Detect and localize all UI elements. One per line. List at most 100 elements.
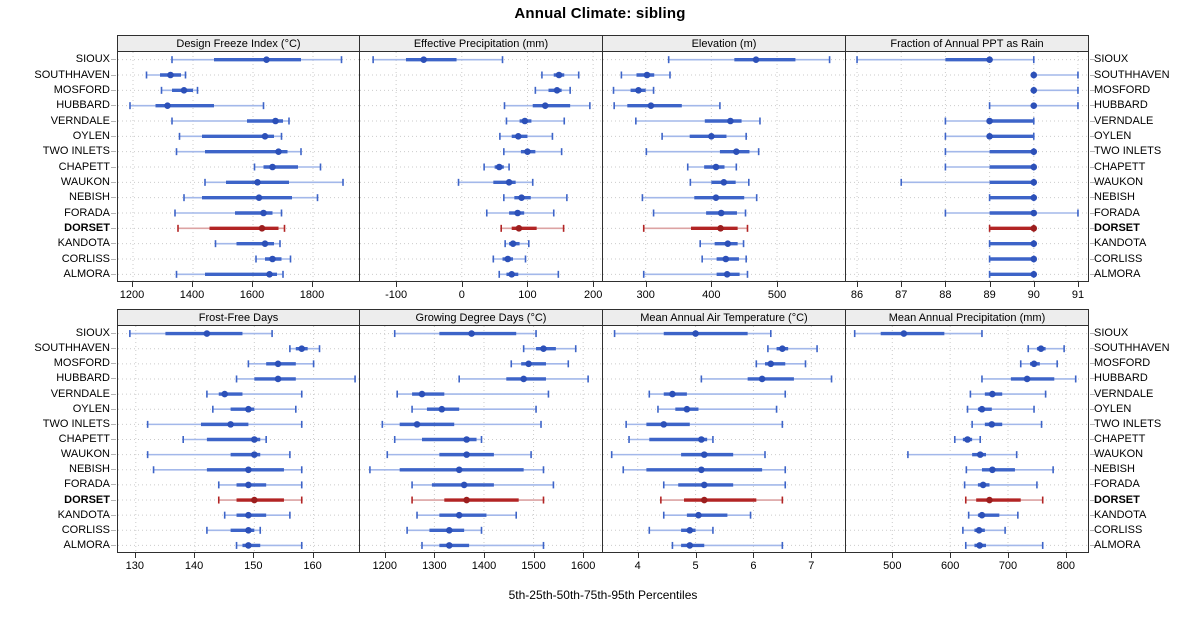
y-tick-right xyxy=(1090,363,1095,365)
site-label-left: SIOUX xyxy=(75,53,110,66)
site-label-right: FORADA xyxy=(1094,206,1140,219)
error-bar xyxy=(458,375,589,383)
y-tick-right xyxy=(1090,484,1095,486)
x-tick-label: 1300 xyxy=(422,560,447,572)
error-bar xyxy=(755,360,807,368)
error-bar xyxy=(145,71,187,79)
error-bar xyxy=(635,117,761,125)
error-bar xyxy=(504,240,530,248)
error-bar xyxy=(416,511,518,519)
error-bar xyxy=(214,240,281,248)
y-tick-left xyxy=(111,514,116,516)
error-bar xyxy=(505,117,566,125)
panel-plot xyxy=(360,326,602,552)
panel-header: Fraction of Annual PPT as Rain xyxy=(846,35,1089,52)
error-bar xyxy=(965,466,1054,474)
panel xyxy=(846,326,1089,553)
y-tick-left xyxy=(111,439,116,440)
error-bar xyxy=(160,86,199,94)
y-tick-right xyxy=(1090,469,1095,471)
x-tick xyxy=(637,553,639,558)
error-bar xyxy=(183,194,319,202)
y-tick-left xyxy=(111,166,116,168)
x-tick-label: 600 xyxy=(940,560,960,572)
site-label-left: KANDOTA xyxy=(57,237,110,250)
x-tick-label: 200 xyxy=(583,289,603,301)
error-bar xyxy=(944,132,1035,140)
error-bar xyxy=(175,148,302,156)
x-tick-label: 90 xyxy=(1027,289,1040,301)
x-tick xyxy=(134,553,136,558)
y-tick-left xyxy=(111,258,116,260)
y-tick-right xyxy=(1090,258,1095,260)
error-bar xyxy=(642,224,749,232)
y-tick-left xyxy=(111,484,116,486)
x-tick xyxy=(1008,553,1009,558)
site-label-right: TWO INLETS xyxy=(1094,145,1162,158)
panel-header: Mean Annual Precipitation (mm) xyxy=(846,309,1089,326)
y-tick-left xyxy=(111,393,116,395)
site-label-left: WAUKON xyxy=(60,175,110,188)
site-label-right: ALMORA xyxy=(1094,538,1141,551)
panel-header: Effective Precipitation (mm) xyxy=(360,35,603,52)
error-bar xyxy=(645,148,760,156)
x-tick-label: 100 xyxy=(518,289,537,301)
x-tick-label: 130 xyxy=(125,560,144,572)
x-tick xyxy=(593,282,595,287)
site-label-right: NEBISH xyxy=(1094,191,1135,204)
y-tick-left xyxy=(111,151,116,153)
error-bar xyxy=(622,466,787,474)
x-tick-label: 1200 xyxy=(119,289,145,301)
y-tick-left xyxy=(111,227,116,229)
site-label-right: MOSFORD xyxy=(1094,83,1151,96)
x-tick-label: 6 xyxy=(750,560,757,572)
x-tick-label: 150 xyxy=(244,560,263,572)
site-label-left: FORADA xyxy=(64,206,110,219)
y-tick-right xyxy=(1090,74,1095,76)
error-bar xyxy=(900,178,1038,186)
site-label-right: SOUTHHAVEN xyxy=(1094,68,1170,81)
error-bar xyxy=(411,405,537,413)
error-bar xyxy=(1030,86,1079,94)
site-label-left: CORLISS xyxy=(61,252,110,265)
site-label-left: VERNDALE xyxy=(50,114,110,127)
panel xyxy=(117,326,360,553)
error-bar xyxy=(988,224,1038,232)
site-label-right: WAUKON xyxy=(1094,448,1144,461)
error-bar xyxy=(907,451,1018,459)
site-label-left: WAUKON xyxy=(60,448,110,461)
site-label-left: TWO INLETS xyxy=(42,145,110,158)
error-bar xyxy=(421,541,545,549)
x-tick-label: 1600 xyxy=(239,289,265,301)
x-tick-label: 1200 xyxy=(372,560,398,572)
panel xyxy=(360,52,603,282)
site-label-right: MOSFORD xyxy=(1094,357,1151,370)
y-tick-left xyxy=(111,89,116,91)
y-tick-right xyxy=(1090,59,1095,61)
x-tick xyxy=(533,553,535,558)
site-label-left: CHAPETT xyxy=(58,433,110,445)
error-bar xyxy=(613,330,772,338)
panel-header: Elevation (m) xyxy=(603,35,846,52)
error-bar xyxy=(175,270,284,278)
x-tick xyxy=(901,282,903,287)
error-bar xyxy=(146,420,303,428)
error-bar xyxy=(177,224,286,232)
site-label-right: VERNDALE xyxy=(1094,387,1154,400)
x-tick-label: 5 xyxy=(692,560,699,572)
site-label-left: NEBISH xyxy=(69,463,110,476)
site-label-left: NEBISH xyxy=(69,191,110,204)
error-bar xyxy=(247,360,315,368)
error-bar xyxy=(178,132,283,140)
x-tick-label: -100 xyxy=(385,289,408,301)
error-bar xyxy=(253,163,322,171)
y-tick-right xyxy=(1090,273,1095,275)
error-bar xyxy=(641,194,758,202)
error-bar xyxy=(204,178,344,186)
y-tick-right xyxy=(1090,212,1095,214)
error-bar xyxy=(217,496,303,504)
x-tick xyxy=(583,553,585,558)
site-label-left: SOUTHHAVEN xyxy=(34,68,110,81)
error-bar xyxy=(944,148,1038,156)
y-tick-left xyxy=(111,454,116,456)
